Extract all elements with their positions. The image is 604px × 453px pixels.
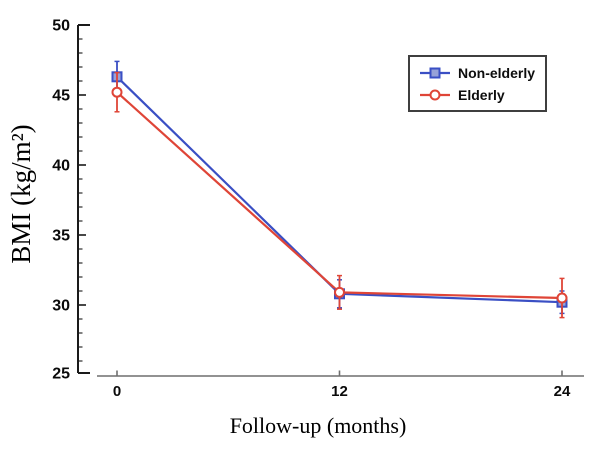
legend: Non-elderly Elderly <box>408 55 547 112</box>
series-points-1 <box>111 71 568 319</box>
circle-marker-icon <box>420 89 450 100</box>
y-axis-label: BMI (kg/m²) <box>6 124 36 264</box>
x-tick-label: 24 <box>554 383 571 400</box>
y-tick-label: 35 <box>52 228 70 245</box>
y-axis: 25 30 35 40 45 50 <box>52 18 90 383</box>
x-tick-label: 12 <box>331 383 348 400</box>
square-marker-icon <box>420 67 450 78</box>
legend-item-non-elderly: Non-elderly <box>419 63 539 82</box>
data-point <box>334 286 345 298</box>
series-line-1 <box>116 91 563 300</box>
legend-square-glyph <box>429 67 441 78</box>
legend-circle-glyph <box>429 89 441 100</box>
x-tick-label: 0 <box>113 383 121 400</box>
x-axis: 0 12 24 <box>97 370 584 400</box>
data-point <box>556 292 568 304</box>
y-tick-label: 50 <box>52 18 70 35</box>
y-tick-label: 25 <box>52 366 70 383</box>
data-point <box>111 86 123 98</box>
legend-item-elderly: Elderly <box>419 85 539 104</box>
x-axis-label: Follow-up (months) <box>229 413 407 438</box>
y-tick-label: 45 <box>52 88 70 105</box>
y-tick-label: 30 <box>52 298 70 315</box>
legend-label-non-elderly: Non-elderly <box>458 64 536 81</box>
y-tick-label: 40 <box>52 158 70 175</box>
legend-label-elderly: Elderly <box>458 86 505 103</box>
